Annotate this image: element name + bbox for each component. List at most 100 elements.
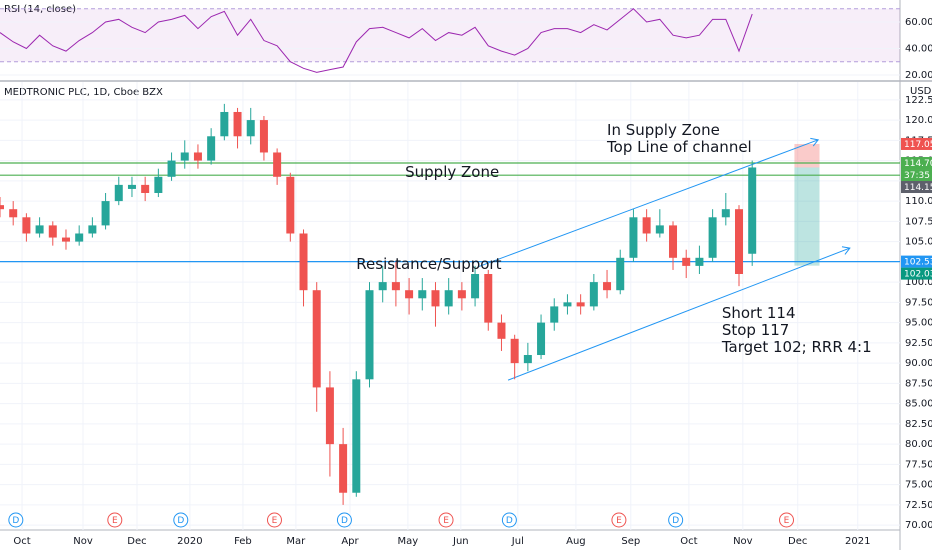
candle-body — [616, 257, 625, 291]
candle-body — [180, 152, 189, 161]
candle-body — [708, 217, 717, 258]
event-marker — [611, 512, 627, 528]
annotation: Resistance/Support — [356, 255, 501, 273]
candle-body — [246, 120, 255, 137]
y-tick-label: 77.50 — [905, 459, 932, 470]
y-tick-label: 72.50 — [905, 500, 932, 511]
event-marker — [107, 512, 123, 528]
position-risk — [794, 143, 820, 168]
candle-body — [695, 257, 704, 266]
price-tag — [901, 137, 932, 150]
annotation: Target 102; RRR 4:1 — [721, 338, 872, 356]
x-tick-label: 2021 — [845, 536, 870, 547]
x-tick-label: Mar — [286, 536, 306, 547]
y-tick-label: 87.50 — [905, 378, 932, 389]
event-label: E — [616, 516, 622, 526]
y-tick-label: 80.00 — [905, 439, 932, 450]
event-label: D — [506, 516, 513, 526]
event-marker — [336, 512, 352, 528]
candle-body — [273, 152, 282, 177]
y-tick-label: 122.50 — [905, 95, 932, 106]
candle-body — [378, 282, 387, 291]
y-tick-label: 82.50 — [905, 419, 932, 430]
candle-body — [352, 379, 361, 493]
candle-body — [629, 217, 638, 258]
y-tick-label: 110.00 — [905, 196, 932, 207]
candle-body — [484, 274, 493, 323]
price-tag-label: 102.03 — [904, 270, 932, 280]
annotation: Stop 117 — [722, 321, 790, 339]
price-tag-label: 102.53 — [904, 258, 932, 268]
candle-body — [193, 152, 202, 161]
candle-body — [220, 111, 229, 137]
event-marker — [779, 512, 795, 528]
event-marker — [668, 512, 684, 528]
price-tag — [901, 267, 932, 280]
x-tick-label: Sep — [621, 536, 640, 547]
candle-body — [312, 290, 321, 388]
channel-line — [507, 247, 851, 381]
event-label: E — [784, 516, 790, 526]
event-marker — [173, 512, 189, 528]
candle-body — [61, 237, 70, 242]
event-marker — [501, 512, 517, 528]
x-tick-label: Jun — [452, 536, 469, 547]
event-label: E — [112, 516, 118, 526]
candle-body — [88, 225, 97, 234]
x-tick-label: Oct — [13, 536, 30, 547]
price-tag — [901, 169, 932, 182]
candle-body — [418, 290, 427, 299]
rsi-tick-label: 20.00 — [905, 70, 932, 81]
x-tick-label: May — [398, 536, 419, 547]
currency: USD — [910, 86, 932, 97]
y-tick-label: 92.50 — [905, 338, 932, 349]
chart-title: MEDTRONIC PLC, 1D, Cboe BZX — [4, 87, 163, 98]
candle-body — [735, 209, 744, 274]
indicator-title: RSI (14, close) — [4, 4, 76, 15]
candle-body — [286, 176, 295, 234]
price-tag-label: 117.05 — [904, 140, 932, 150]
x-tick-label: Dec — [127, 536, 146, 547]
x-tick-label: Nov — [733, 536, 753, 547]
event-label: D — [672, 516, 679, 526]
annotation: Top Line of channel — [606, 138, 752, 156]
channel-arrow — [841, 246, 851, 255]
event-label: E — [272, 516, 278, 526]
x-tick-label: Dec — [788, 536, 807, 547]
rsi-tick-label: 60.00 — [905, 17, 932, 28]
annotation: Short 114 — [722, 304, 796, 322]
candle-body — [563, 302, 572, 307]
candle-body — [497, 322, 506, 339]
y-tick-label: 95.00 — [905, 318, 932, 329]
candle-body — [457, 290, 466, 299]
y-tick-label: 85.00 — [905, 399, 932, 410]
x-tick-label: 2020 — [177, 536, 202, 547]
candle-body — [167, 160, 176, 177]
event-marker — [266, 512, 282, 528]
candle-body — [339, 444, 348, 493]
rsi-line — [0, 8, 753, 73]
candle-body — [405, 290, 414, 299]
y-tick-label: 100.00 — [905, 277, 932, 288]
candle-body — [154, 176, 163, 193]
candle-body — [325, 387, 334, 445]
candle-body — [22, 217, 31, 234]
channel-arrow — [810, 137, 820, 147]
candle-body — [48, 225, 57, 238]
event-label: D — [341, 516, 348, 526]
candle-body — [299, 233, 308, 291]
y-tick-label: 90.00 — [905, 358, 932, 369]
candle-body — [431, 290, 440, 307]
candle-body — [655, 225, 664, 234]
candle-body — [537, 322, 546, 356]
x-tick-label: Aug — [566, 536, 586, 547]
x-tick-label: Oct — [680, 536, 697, 547]
event-label: D — [177, 516, 184, 526]
candle-body — [391, 282, 400, 291]
candle-body — [682, 257, 691, 266]
candle-body — [576, 302, 585, 307]
candle-body — [233, 111, 242, 137]
candle-body — [603, 282, 612, 291]
